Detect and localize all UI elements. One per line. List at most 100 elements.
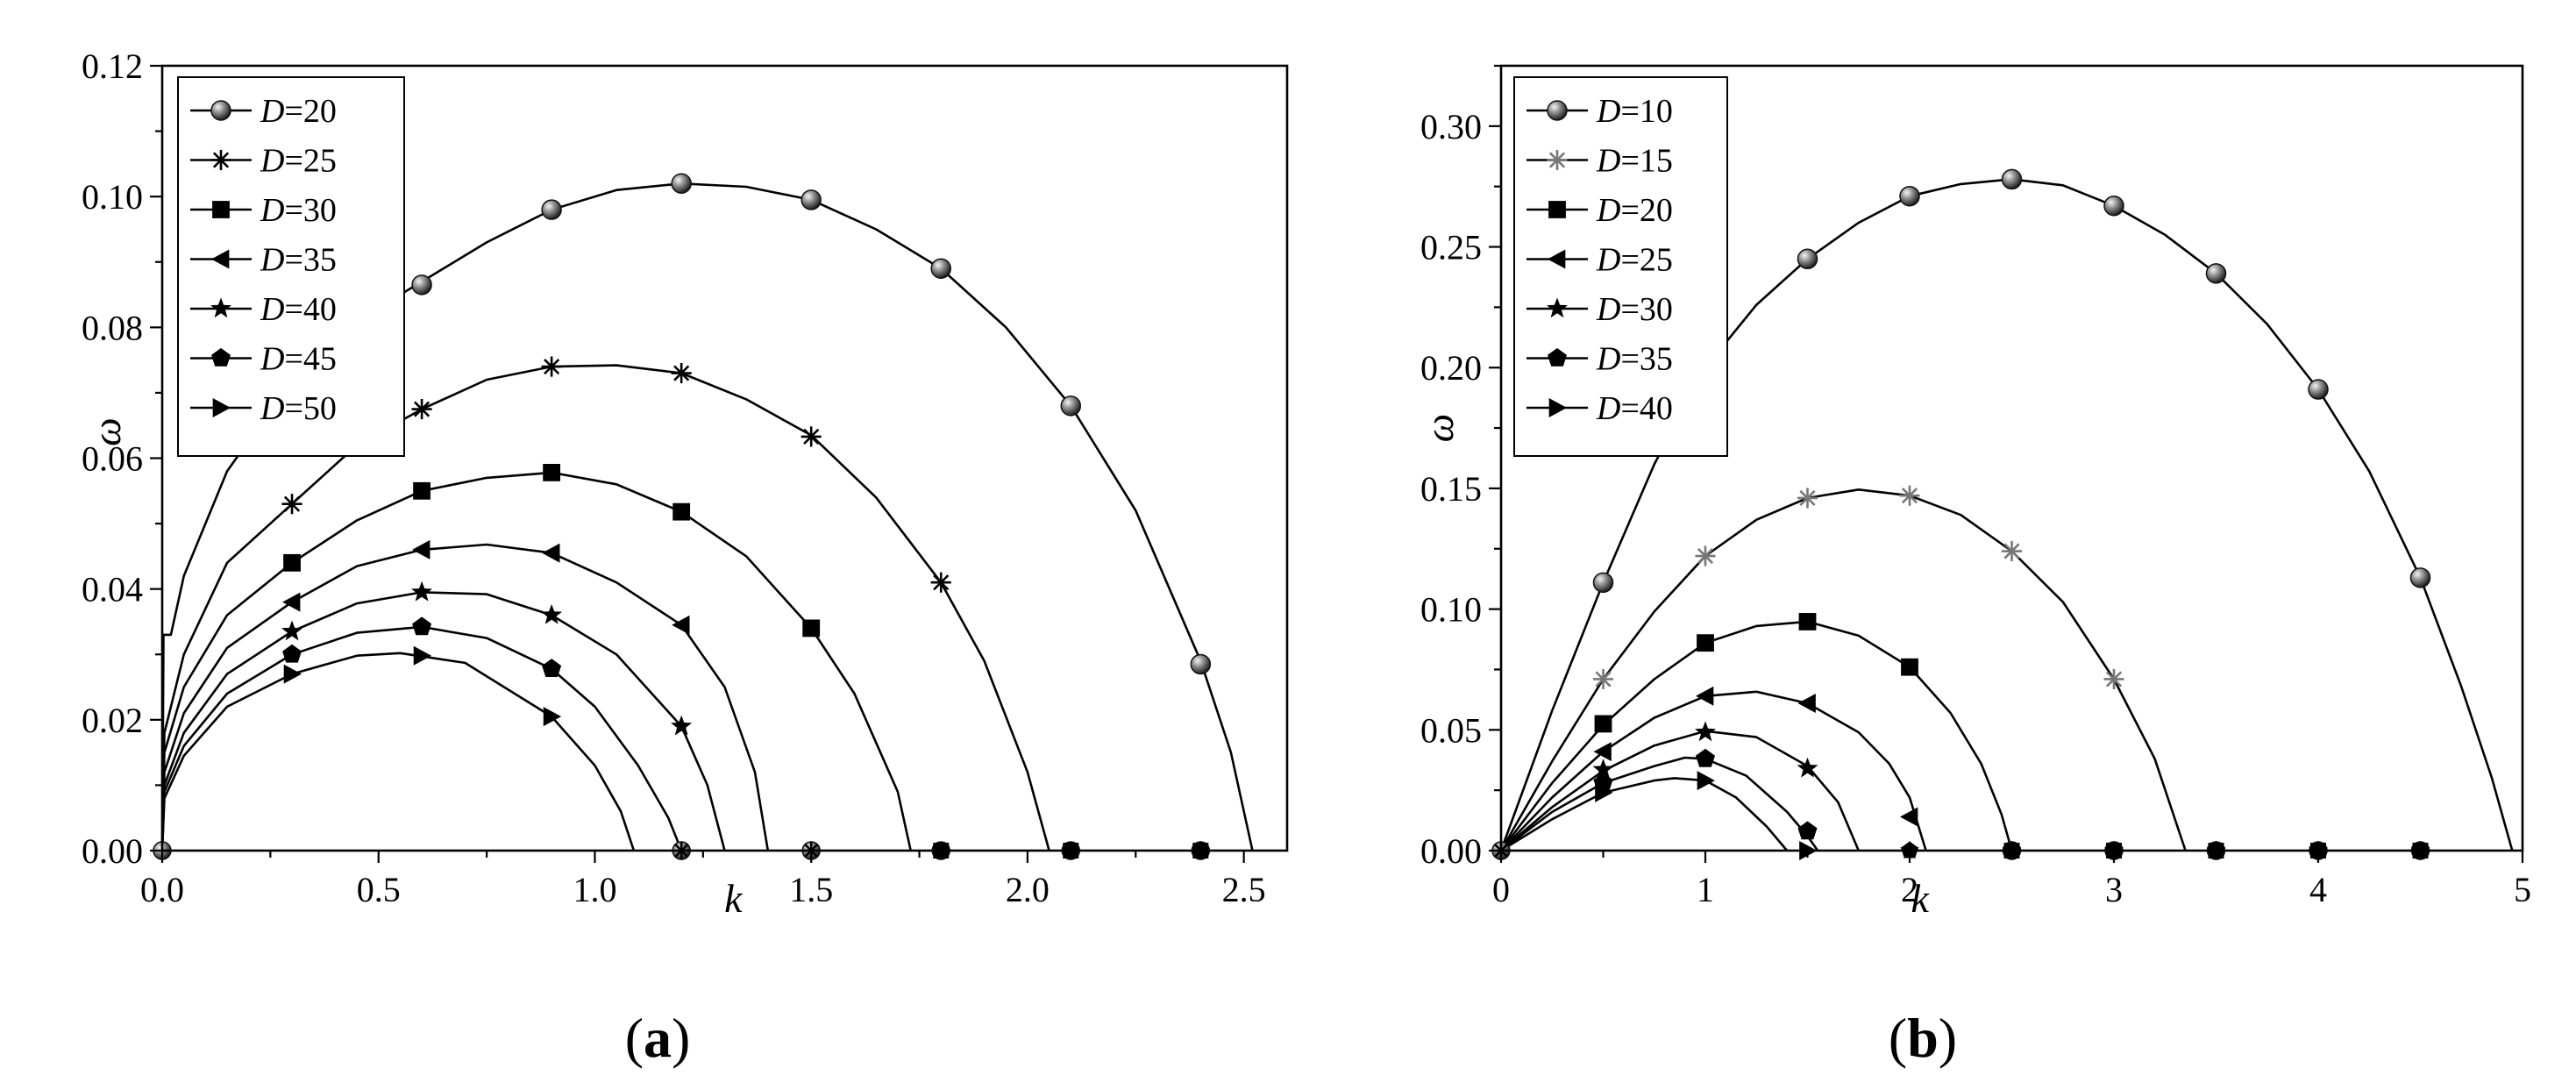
data-point-6-1 <box>1697 771 1715 791</box>
legend-box <box>177 76 405 457</box>
legend-label: D=35 <box>1596 341 1673 378</box>
data-point-5-2 <box>542 659 562 677</box>
panel-a: 0.0 0.5 1.0 1.5 2.0 2.50.000.020.040.060.080.… <box>82 46 1289 921</box>
panel-label-a: (a) <box>625 1007 691 1069</box>
legend-label: D=40 <box>1596 390 1673 427</box>
y-tick-label: 0.05 <box>1420 710 1482 750</box>
legend-entry-4: D=30 <box>1526 291 1673 328</box>
y-tick-label: 0.30 <box>1420 107 1482 146</box>
legend-label: D=40 <box>260 291 337 328</box>
y-tick-label: 0.25 <box>1420 228 1482 267</box>
data-point-4-0 <box>281 620 303 641</box>
data-point-3-1 <box>412 539 431 559</box>
series-line-1 <box>1499 488 2187 851</box>
data-point-0-1 <box>541 199 562 220</box>
y-tick-label: 0.06 <box>82 439 143 479</box>
series-line-6 <box>1500 777 1789 852</box>
data-point-6-0 <box>283 664 302 684</box>
data-point-0-0 <box>411 274 432 296</box>
x-tick-label: 0 <box>1492 870 1510 909</box>
x-tick-label: 0.5 <box>357 870 401 909</box>
legend-marker-5 <box>1548 347 1567 367</box>
data-point-1-5 <box>2103 668 2124 690</box>
legend-box <box>1513 76 1728 457</box>
data-point-4-2 <box>1797 757 1818 778</box>
data-point-1-5 <box>930 572 951 593</box>
data-point-0-6 <box>2205 263 2227 284</box>
legend-label: D=45 <box>260 341 337 378</box>
legend-entry-6: D=40 <box>1526 390 1673 427</box>
data-point-0-8 <box>2409 567 2431 588</box>
data-point-1-4 <box>801 426 822 447</box>
x-tick-label: 3 <box>2105 870 2123 909</box>
data-point-0-6 <box>1190 653 1212 675</box>
x-tick-label: 5 <box>2514 870 2531 909</box>
y-tick-label: 0.02 <box>82 701 143 740</box>
data-point-0-2 <box>1797 248 1818 270</box>
data-point-0-4 <box>2001 168 2023 190</box>
data-point-1-3 <box>1899 485 1920 506</box>
data-markers <box>1592 168 2431 860</box>
legend-marker-6 <box>212 398 231 417</box>
data-point-3-1 <box>1696 686 1714 706</box>
data-point-6-0 <box>1595 782 1613 802</box>
data-point-3-3 <box>672 615 690 635</box>
legend-entry-5: D=35 <box>1526 341 1673 378</box>
legend-marker-0 <box>210 100 231 121</box>
x-axis: 0 1 2 3 4 5 <box>1492 851 2531 909</box>
data-point-3-0 <box>282 592 301 612</box>
legend-entry-3: D=25 <box>1526 242 1673 279</box>
x-tick-label: 2 <box>1901 870 1918 909</box>
legend-marker-4 <box>210 297 231 318</box>
data-point-0-4 <box>930 258 951 279</box>
y-tick-label: 0.00 <box>82 831 143 871</box>
legend-marker-2 <box>1548 201 1566 218</box>
legend-entry-0: D=10 <box>1526 93 1673 130</box>
data-point-1-4 <box>2001 540 2023 562</box>
y-tick-label: 0.10 <box>82 177 143 217</box>
legend-entry-1: D=15 <box>1526 143 1673 180</box>
x-axis: 0.0 0.5 1.0 1.5 2.0 2.5 <box>140 851 1266 909</box>
legend: D=10 D=15 D=20 D=25 D=30 D=35 D=40 <box>1513 76 1728 457</box>
x-tick-label: 4 <box>2309 870 2327 909</box>
data-point-5-1 <box>412 616 432 636</box>
data-point-2-0 <box>283 553 301 572</box>
legend-label: D=25 <box>260 143 337 180</box>
legend-entry-2: D=30 <box>190 192 337 229</box>
legend-entry-3: D=35 <box>190 242 337 279</box>
y-tick-label: 0.00 <box>1420 831 1482 871</box>
legend-label: D=10 <box>1596 93 1673 130</box>
legend-marker-1 <box>1547 149 1568 171</box>
series-line-3 <box>160 543 770 851</box>
legend-marker-0 <box>1547 100 1568 121</box>
series-line-0 <box>160 182 1254 851</box>
data-point-1-0 <box>281 494 302 515</box>
x-tick-label: 1.0 <box>573 870 616 909</box>
y-tick-label: 0.12 <box>82 46 143 86</box>
data-point-6-1 <box>413 645 432 666</box>
legend: D=20 D=25 D=30 D=35 D=40 D=45 D=50 <box>177 76 405 457</box>
data-point-4-1 <box>1695 721 1716 742</box>
x-tick-label: 0.0 <box>140 870 184 909</box>
legend-marker-3 <box>1548 249 1566 269</box>
legend-entry-5: D=45 <box>190 341 337 378</box>
legend-marker-6 <box>1548 398 1567 417</box>
y-axis: 0.00 0.02 0.04 0.06 0.08 0.10 0.12 <box>82 46 162 871</box>
y-axis-title: ω <box>1417 414 1462 442</box>
data-point-3-0 <box>1593 742 1612 762</box>
data-point-0-2 <box>671 173 692 194</box>
y-tick-label: 0.08 <box>82 308 143 347</box>
data-point-2-3 <box>672 502 691 521</box>
legend-entry-6: D=50 <box>190 390 337 427</box>
data-point-3-2 <box>542 543 560 563</box>
legend-marker-1 <box>210 149 231 171</box>
y-tick-label: 0.15 <box>1420 469 1482 509</box>
data-point-1-1 <box>1695 545 1716 566</box>
data-point-5-0 <box>282 644 302 663</box>
legend-marker-2 <box>212 201 230 218</box>
legend-entry-0: D=20 <box>190 93 337 130</box>
legend-label: D=30 <box>1596 291 1673 328</box>
legend-label: D=30 <box>260 192 337 229</box>
series-line-2 <box>160 471 912 851</box>
